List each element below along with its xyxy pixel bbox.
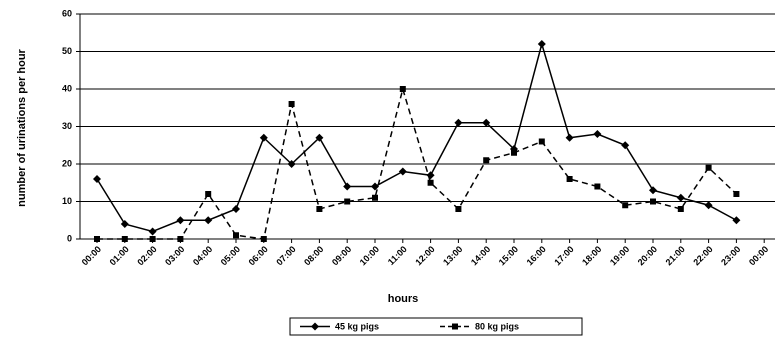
marker [622, 202, 629, 209]
x-tick-label: 22:00 [691, 244, 714, 267]
marker [704, 201, 713, 210]
x-tick-label: 19:00 [608, 244, 631, 267]
marker [593, 130, 602, 138]
x-tick-label: 17:00 [552, 244, 575, 267]
x-axis-title: hours [388, 293, 419, 305]
marker [398, 167, 407, 176]
marker [259, 133, 268, 142]
x-tick-label: 16:00 [525, 244, 548, 267]
marker [677, 206, 684, 212]
x-tick-label: 06:00 [247, 244, 270, 267]
marker [482, 118, 491, 127]
marker [452, 323, 458, 330]
marker [426, 171, 435, 180]
marker [427, 179, 434, 186]
marker [344, 198, 351, 205]
x-tick-label: 04:00 [191, 244, 214, 267]
marker [311, 322, 319, 331]
marker [316, 206, 323, 212]
legend: 45 kg pigs 80 kg pigs [289, 317, 583, 336]
marker [621, 141, 630, 150]
marker [315, 133, 324, 142]
legend-box [289, 317, 583, 336]
x-tick-label: 14:00 [469, 244, 492, 267]
x-tick-label: 12:00 [413, 244, 436, 267]
x-tick-label: 08:00 [302, 244, 325, 267]
marker [205, 191, 212, 197]
marker [538, 138, 545, 145]
marker [537, 40, 546, 48]
x-tick-label: 21:00 [664, 244, 687, 267]
marker [372, 194, 378, 201]
marker [650, 198, 656, 205]
marker [676, 193, 685, 202]
y-axis-title: number of urinations per hour [16, 48, 28, 206]
marker [594, 183, 601, 190]
marker [120, 220, 129, 228]
x-tick-label: 13:00 [441, 244, 464, 267]
x-tick-label: 23:00 [719, 244, 742, 267]
marker [732, 216, 741, 225]
marker [649, 186, 657, 195]
marker [204, 216, 213, 225]
marker [455, 206, 462, 212]
y-tick-label: 40 [62, 83, 72, 93]
x-tick-label: 18:00 [580, 244, 603, 267]
legend-label: 45 kg pigs [335, 321, 379, 331]
y-tick-label: 10 [62, 196, 72, 206]
y-tick-label: 20 [62, 158, 72, 168]
marker [93, 175, 101, 183]
y-tick-label: 60 [62, 8, 72, 18]
x-tick-label: 00:00 [80, 244, 103, 267]
marker [705, 164, 712, 171]
x-tick-label: 07:00 [274, 244, 297, 267]
marker [176, 216, 185, 225]
x-tick-label: 02:00 [135, 244, 158, 267]
legend-label: 80 kg pigs [475, 321, 519, 331]
x-tick-label: 09:00 [330, 244, 353, 267]
marker [454, 118, 463, 127]
marker [287, 160, 296, 168]
marker [483, 157, 490, 164]
series-line [96, 41, 737, 233]
marker [343, 182, 352, 191]
marker [371, 182, 379, 191]
marker [232, 205, 240, 213]
x-tick-label: 10:00 [358, 244, 381, 267]
marker [233, 232, 239, 239]
y-tick-label: 50 [62, 46, 72, 56]
marker [733, 191, 740, 197]
marker [148, 227, 157, 236]
x-tick-label: 20:00 [636, 244, 659, 267]
marker [565, 133, 574, 142]
x-tick-label: 00:00 [747, 244, 770, 267]
marker [566, 176, 573, 182]
x-tick-label: 15:00 [497, 244, 520, 267]
marker [288, 101, 295, 107]
x-tick-label: 01:00 [108, 244, 131, 267]
x-tick-label: 05:00 [219, 244, 242, 267]
x-tick-label: 11:00 [386, 244, 409, 267]
marker [399, 86, 406, 92]
y-tick-label: 0 [67, 233, 72, 243]
series-line [97, 86, 737, 240]
marker [511, 149, 517, 156]
x-tick-label: 03:00 [163, 244, 186, 267]
y-tick-label: 30 [62, 121, 72, 131]
